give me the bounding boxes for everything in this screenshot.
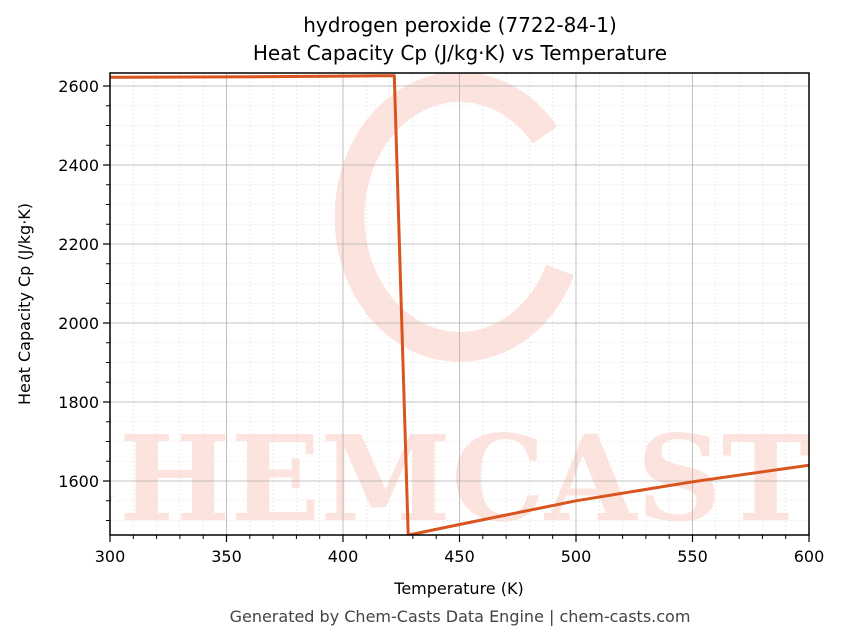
data-series <box>110 74 809 535</box>
axis-ticks: 300 350 400 450 500 550 600 1600 1800 2000 2200 240… <box>58 77 824 566</box>
y-tick-label: 1800 <box>58 393 99 412</box>
x-axis-label: Temperature (K) <box>393 579 523 598</box>
y-tick-label: 2000 <box>58 314 99 333</box>
footer-credit: Generated by Chem-Casts Data Engine | ch… <box>229 607 691 626</box>
x-tick-label: 500 <box>561 547 592 566</box>
y-tick-label: 2600 <box>58 77 99 96</box>
x-tick-label: 300 <box>95 547 126 566</box>
chart-title-line2: Heat Capacity Cp (J/kg·K) vs Temperature <box>252 41 668 65</box>
cp-line <box>110 74 809 535</box>
y-tick-label: 2200 <box>58 235 99 254</box>
x-tick-label: 550 <box>677 547 708 566</box>
y-axis-label: Heat Capacity Cp (J/kg·K) <box>15 203 34 405</box>
x-tick-label: 450 <box>444 547 475 566</box>
y-tick-label: 2400 <box>58 156 99 175</box>
chart-title-line1: hydrogen peroxide (7722-84-1) <box>303 13 617 37</box>
x-tick-label: 600 <box>794 547 825 566</box>
x-tick-label: 400 <box>328 547 359 566</box>
y-tick-label: 1600 <box>58 472 99 491</box>
x-tick-label: 350 <box>211 547 242 566</box>
